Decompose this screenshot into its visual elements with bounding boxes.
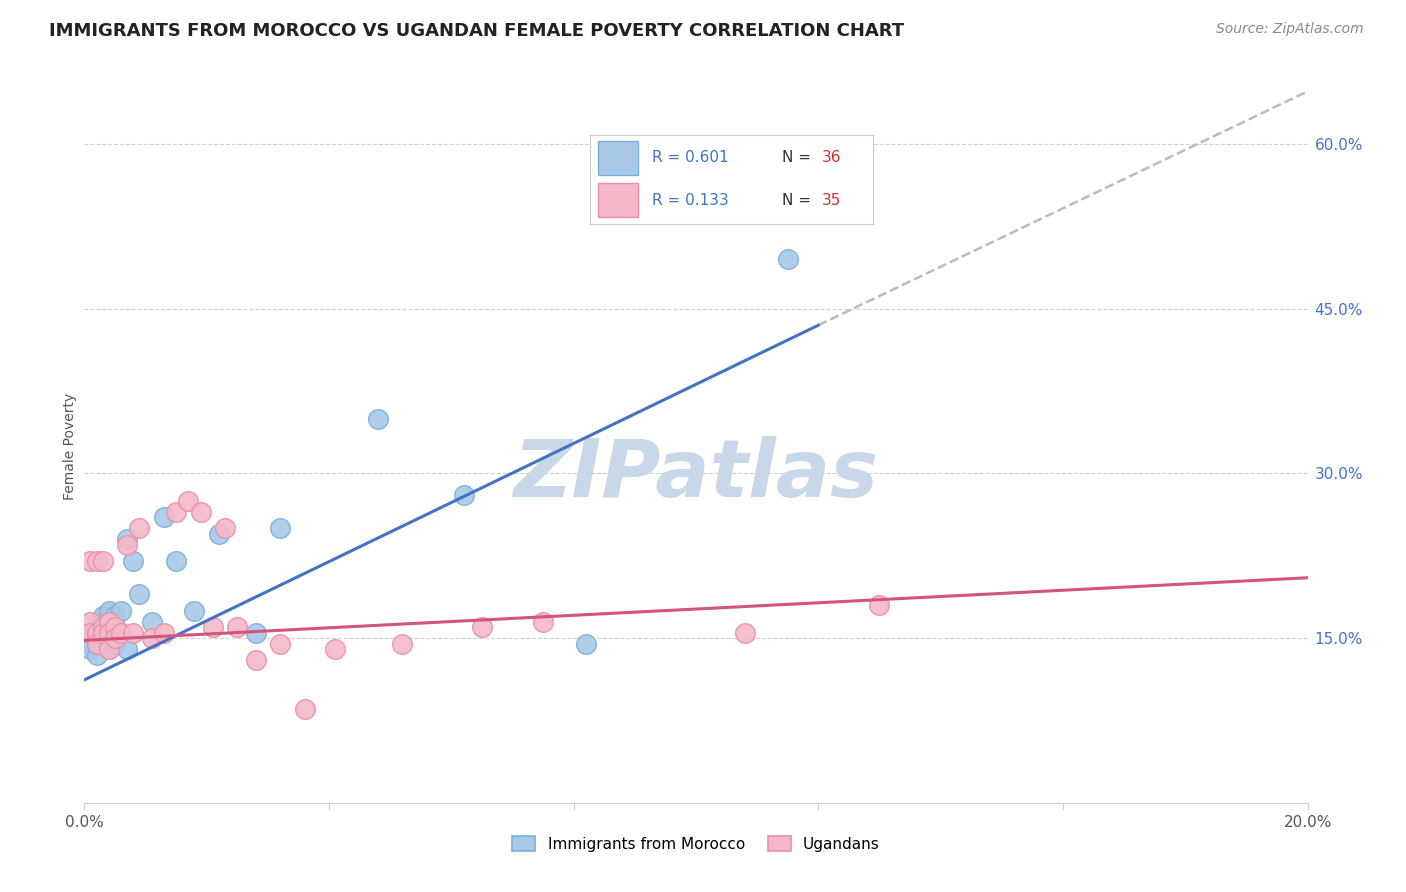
Point	[104, 620, 127, 634]
Point	[269, 521, 291, 535]
Legend: Immigrants from Morocco, Ugandans: Immigrants from Morocco, Ugandans	[505, 828, 887, 859]
Bar	[599, 141, 638, 175]
Point	[141, 631, 163, 645]
Point	[104, 631, 127, 645]
Point	[91, 615, 114, 629]
Bar	[599, 183, 638, 217]
Point	[104, 620, 127, 634]
Point	[115, 642, 138, 657]
Point	[201, 620, 224, 634]
Point	[86, 631, 108, 645]
Point	[165, 554, 187, 568]
Text: 36: 36	[823, 150, 842, 165]
Text: N =: N =	[783, 193, 817, 208]
Point	[128, 521, 150, 535]
Point	[79, 637, 101, 651]
Point	[869, 598, 891, 612]
Text: N =: N =	[783, 150, 817, 165]
Point	[269, 637, 291, 651]
Point	[245, 625, 267, 640]
Point	[86, 648, 108, 662]
Y-axis label: Female Poverty: Female Poverty	[63, 392, 77, 500]
Point	[104, 631, 127, 645]
Point	[367, 411, 389, 425]
Point	[91, 625, 114, 640]
Text: IMMIGRANTS FROM MOROCCO VS UGANDAN FEMALE POVERTY CORRELATION CHART: IMMIGRANTS FROM MOROCCO VS UGANDAN FEMAL…	[49, 22, 904, 40]
Point	[91, 631, 114, 645]
Point	[91, 554, 114, 568]
Point	[79, 554, 101, 568]
Point	[110, 625, 132, 640]
Point	[776, 252, 799, 267]
Text: R = 0.601: R = 0.601	[652, 150, 728, 165]
Point	[141, 615, 163, 629]
Point	[453, 488, 475, 502]
Point	[115, 538, 138, 552]
Point	[91, 620, 114, 634]
Point	[79, 642, 101, 657]
Point	[79, 625, 101, 640]
Point	[97, 625, 120, 640]
Point	[226, 620, 249, 634]
Point	[190, 505, 212, 519]
Point	[86, 637, 108, 651]
Point	[734, 625, 756, 640]
Point	[153, 625, 176, 640]
Point	[122, 625, 145, 640]
Point	[86, 625, 108, 640]
Text: 35: 35	[823, 193, 842, 208]
Point	[110, 604, 132, 618]
Point	[471, 620, 494, 634]
Point	[97, 615, 120, 629]
Text: Source: ZipAtlas.com: Source: ZipAtlas.com	[1216, 22, 1364, 37]
Point	[294, 702, 316, 716]
Text: ZIPatlas: ZIPatlas	[513, 435, 879, 514]
Point	[79, 625, 101, 640]
Point	[153, 510, 176, 524]
Point	[97, 604, 120, 618]
Point	[115, 533, 138, 547]
Point	[122, 554, 145, 568]
Point	[245, 653, 267, 667]
Point	[97, 615, 120, 629]
Point	[104, 637, 127, 651]
Point	[208, 526, 231, 541]
Point	[323, 642, 346, 657]
Point	[97, 642, 120, 657]
Point	[391, 637, 413, 651]
Point	[97, 642, 120, 657]
Text: R = 0.133: R = 0.133	[652, 193, 728, 208]
Point	[79, 615, 101, 629]
Point	[86, 637, 108, 651]
Point	[86, 620, 108, 634]
Point	[97, 625, 120, 640]
Point	[104, 609, 127, 624]
Point	[183, 604, 205, 618]
Point	[128, 587, 150, 601]
Point	[91, 625, 114, 640]
Point	[575, 637, 598, 651]
Point	[91, 609, 114, 624]
Point	[110, 625, 132, 640]
Point	[86, 554, 108, 568]
Point	[531, 615, 554, 629]
Point	[214, 521, 236, 535]
Point	[177, 494, 200, 508]
Point	[165, 505, 187, 519]
